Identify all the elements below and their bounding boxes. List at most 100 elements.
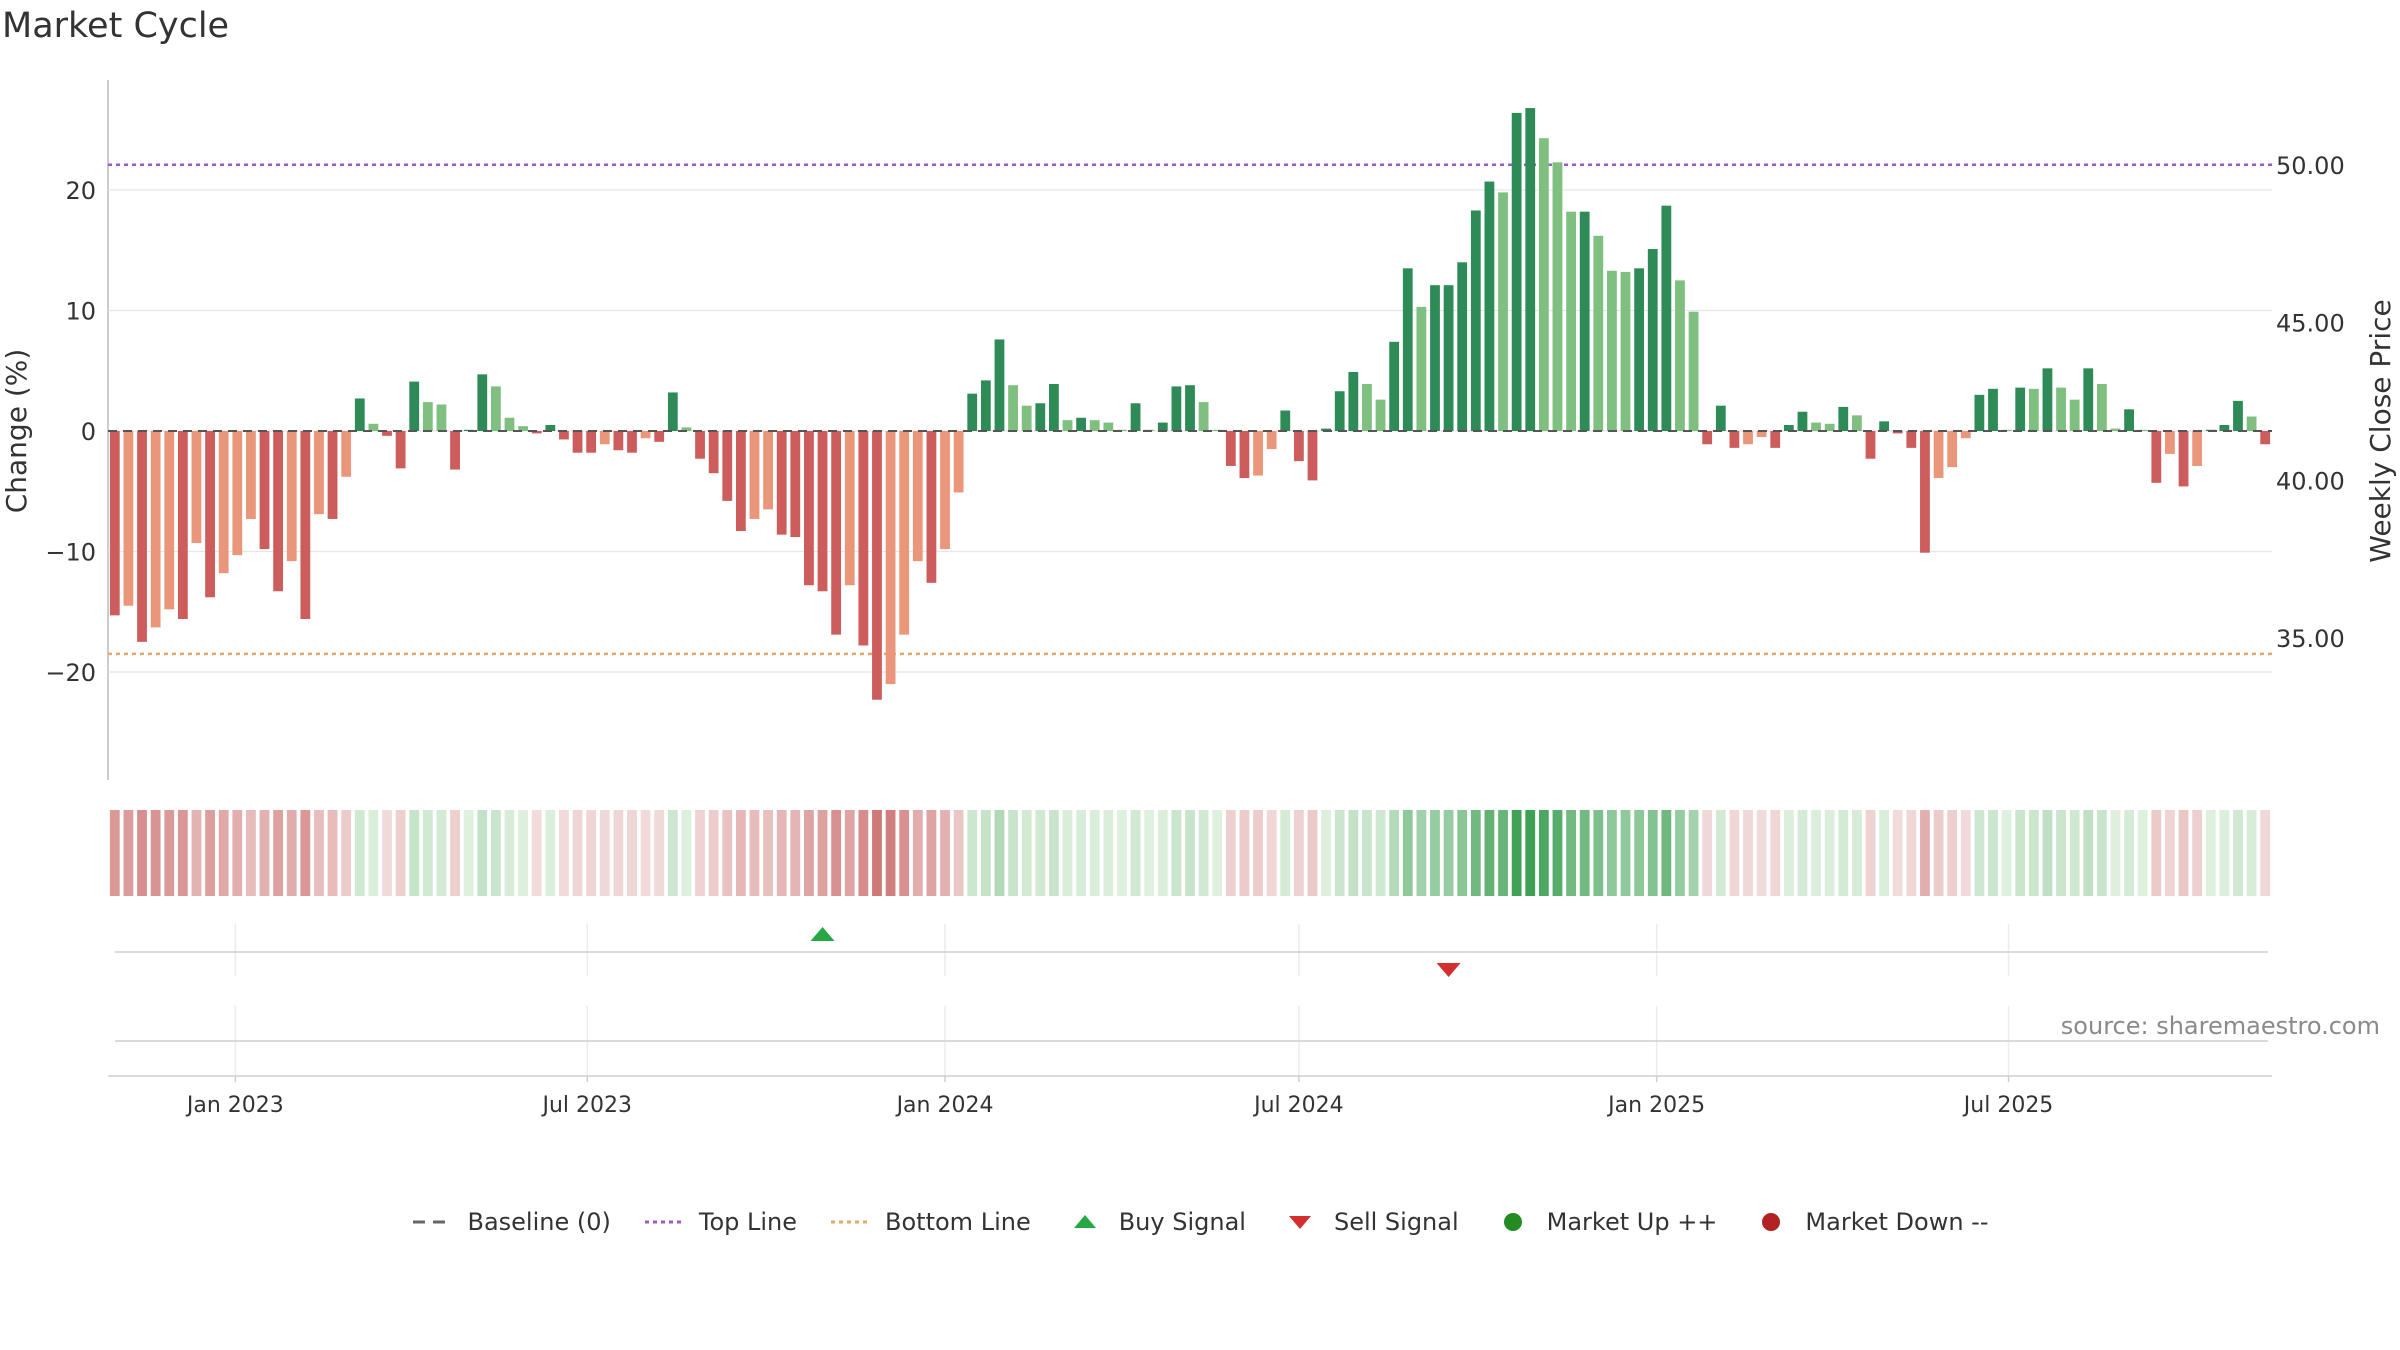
bar <box>341 431 352 477</box>
heat-cell <box>1035 810 1046 896</box>
bar <box>599 431 610 445</box>
bar <box>1253 431 1263 476</box>
bar <box>654 431 665 442</box>
legend-label: Market Up ++ <box>1546 1208 1718 1236</box>
heat-cell <box>1538 810 1549 896</box>
bar <box>1715 405 1726 431</box>
bar <box>695 431 705 459</box>
heat-cell <box>1130 810 1141 896</box>
legend-item: Buy Signal <box>1063 1208 1246 1236</box>
heat-cell <box>953 810 964 896</box>
bar <box>1266 431 1277 450</box>
bar <box>858 431 869 646</box>
bar <box>1076 417 1087 431</box>
heat-cell <box>1008 810 1018 896</box>
heat-cell <box>259 810 270 896</box>
heat-cell <box>735 810 746 896</box>
bar <box>382 431 392 436</box>
dotted-icon <box>643 1210 687 1234</box>
heat-cell <box>232 810 243 896</box>
bar <box>1443 285 1454 431</box>
heat-cell <box>1947 810 1958 896</box>
bar <box>735 431 746 532</box>
bar <box>1743 431 1753 445</box>
heat-cell <box>1675 810 1685 896</box>
bar <box>1729 431 1740 448</box>
heat-cell <box>2001 810 2012 896</box>
bar <box>1470 210 1481 431</box>
bar <box>545 424 556 431</box>
bar <box>422 402 433 431</box>
legend-item: Market Down -- <box>1749 1208 1989 1236</box>
heat-cell <box>1307 810 1318 896</box>
heat-cell <box>531 810 542 896</box>
heat-cell <box>1212 810 1223 896</box>
legend-item: Top Line <box>643 1208 797 1236</box>
bar <box>205 431 215 598</box>
heat-cell <box>1988 810 1998 896</box>
bar <box>790 431 801 538</box>
y-tick-label-left: 20 <box>65 177 96 205</box>
bar <box>1416 306 1427 431</box>
heat-cell <box>1334 810 1345 896</box>
bar <box>1593 235 1604 431</box>
heat-cell <box>2056 810 2066 896</box>
heat-cell <box>1715 810 1726 896</box>
heat-cell <box>599 810 610 896</box>
bar <box>1566 211 1576 431</box>
heat-cell <box>164 810 175 896</box>
heat-cell <box>123 810 134 896</box>
bar <box>164 431 175 610</box>
heat-cell <box>1498 810 1508 896</box>
heat-cell <box>667 810 678 896</box>
x-tick-label: Jan 2023 <box>185 1093 284 1118</box>
sell-signal-marker <box>1436 963 1461 977</box>
bar <box>1498 192 1508 431</box>
legend-label: Buy Signal <box>1118 1208 1246 1236</box>
bar <box>749 431 760 519</box>
bar <box>940 431 950 550</box>
heat-cell <box>1375 810 1386 896</box>
heat-cell <box>1171 810 1182 896</box>
bar <box>354 398 365 431</box>
heat-cell <box>1797 810 1808 896</box>
buy-signal-marker <box>810 927 835 941</box>
heat-cell <box>1607 810 1617 896</box>
heat-cell <box>382 810 392 896</box>
x-tick-label: Jan 2024 <box>895 1093 994 1118</box>
heat-cell <box>1647 810 1658 896</box>
heat-cell <box>1824 810 1835 896</box>
bar <box>1702 431 1713 445</box>
bar <box>2137 429 2148 431</box>
bar <box>1239 431 1250 478</box>
bar <box>2178 431 2189 487</box>
heat-cell <box>912 810 923 896</box>
heat-cell <box>2124 810 2134 896</box>
heat-cell <box>872 810 882 896</box>
bar <box>450 431 460 470</box>
bar <box>232 431 243 556</box>
heat-cell <box>341 810 352 896</box>
heat-cell <box>654 810 665 896</box>
legend-item: Baseline (0) <box>411 1208 611 1236</box>
heat-cell <box>1511 810 1522 896</box>
heat-cell <box>1253 810 1263 896</box>
bar <box>1307 431 1318 481</box>
bar <box>218 431 229 574</box>
heat-cell <box>695 810 705 896</box>
bar <box>177 431 188 619</box>
heat-cell <box>940 810 950 896</box>
bar <box>1525 108 1536 431</box>
heat-cell <box>2096 810 2107 896</box>
heat-cell <box>1430 810 1440 896</box>
heat-cell <box>1892 810 1903 896</box>
bar <box>708 431 719 474</box>
heat-cell <box>1225 810 1236 896</box>
bar <box>1661 205 1672 431</box>
bar <box>627 431 637 453</box>
heat-cell <box>1743 810 1753 896</box>
bar <box>137 431 147 642</box>
bar <box>1225 431 1236 466</box>
heat-cell <box>640 810 651 896</box>
heat-cell <box>1566 810 1576 896</box>
